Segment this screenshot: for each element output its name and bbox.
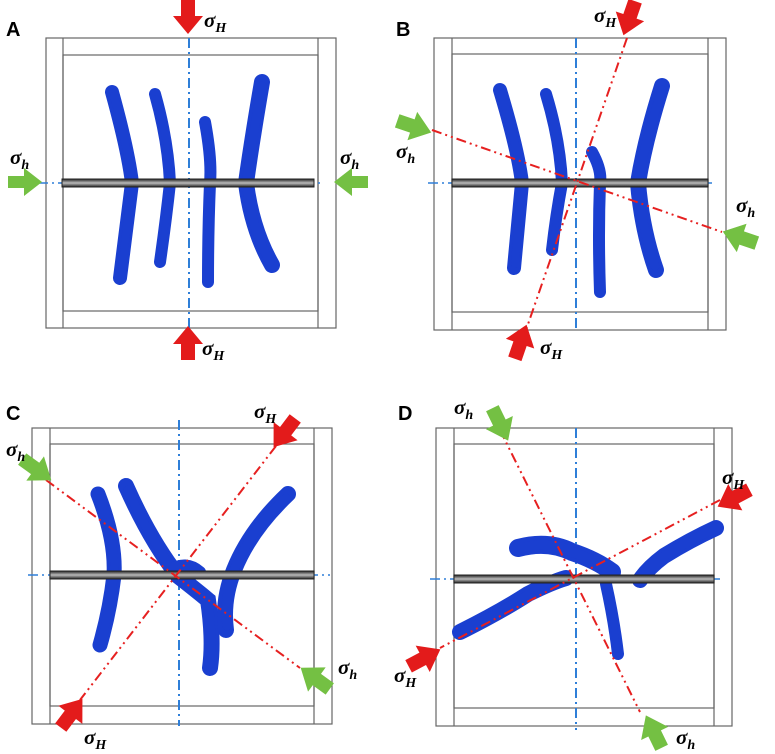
fracture-wings: [493, 78, 670, 298]
panel-b: B: [394, 0, 760, 363]
panel-letter: D: [398, 403, 412, 425]
sigma-h-direction-line: [45, 479, 301, 669]
wellbore: [49, 570, 315, 580]
sigma-h-label-left: σh: [6, 437, 25, 465]
sigma-H-arrow-right: [717, 483, 753, 511]
sigma-h-label-right: σh: [338, 655, 357, 683]
panel-d: D: [394, 395, 753, 753]
sigma-h-label-right: σh: [340, 145, 359, 173]
sigma-H-label-bottom: σH: [84, 725, 107, 753]
sigma-h-label-top: σh: [454, 395, 473, 423]
wellbore: [453, 574, 715, 584]
panel-letter: B: [396, 19, 410, 41]
sigma-h-arrow-left: [18, 453, 52, 481]
sigma-h-label-left: σh: [396, 139, 415, 167]
sigma-h-label-bottom: σh: [676, 725, 695, 753]
sigma-H-label-top: σH: [254, 399, 277, 427]
wellbore: [61, 178, 315, 188]
sigma-h-arrow-left: [394, 111, 432, 141]
sigma-H-label-bottom: σH: [202, 336, 225, 364]
sigma-H-arrow-top: [615, 0, 645, 36]
sigma-H-arrow-top: [273, 414, 301, 448]
sigma-H-label-bottom: σH: [540, 335, 563, 363]
sigma-h-arrow-right: [300, 667, 334, 695]
sigma-h-label-right: σh: [736, 193, 755, 221]
sigma-h-label-left: σh: [10, 145, 29, 173]
sigma-h-arrow-right: [722, 223, 760, 253]
sigma-H-label-top: σH: [594, 3, 617, 31]
fracture-wings: [452, 520, 724, 660]
sigma-h-direction-line: [499, 429, 641, 713]
sigma-H-arrow-bottom: [173, 326, 203, 360]
sigma-H-arrow-bottom: [55, 698, 83, 732]
sigma-h-arrow-left: [8, 168, 42, 196]
sigma-H-arrow-left: [405, 645, 441, 673]
sigma-H-label-left: σH: [394, 663, 417, 691]
panel-c: C σH: [6, 399, 357, 753]
sigma-H-direction-line: [439, 499, 721, 649]
sigma-H-arrow-top: [173, 0, 203, 34]
sigma-h-arrow-right: [334, 168, 368, 196]
sigma-H-arrow-bottom: [505, 324, 535, 362]
panel-a: A σH: [6, 0, 368, 364]
sigma-h-arrow-bottom: [641, 715, 669, 751]
sigma-H-direction-line: [79, 445, 277, 701]
sigma-h-arrow-top: [485, 405, 513, 441]
panel-letter: A: [6, 19, 20, 41]
sigma-H-label-top: σH: [204, 8, 227, 36]
sigma-H-label-right: σH: [722, 465, 745, 493]
panel-letter: C: [6, 403, 20, 425]
